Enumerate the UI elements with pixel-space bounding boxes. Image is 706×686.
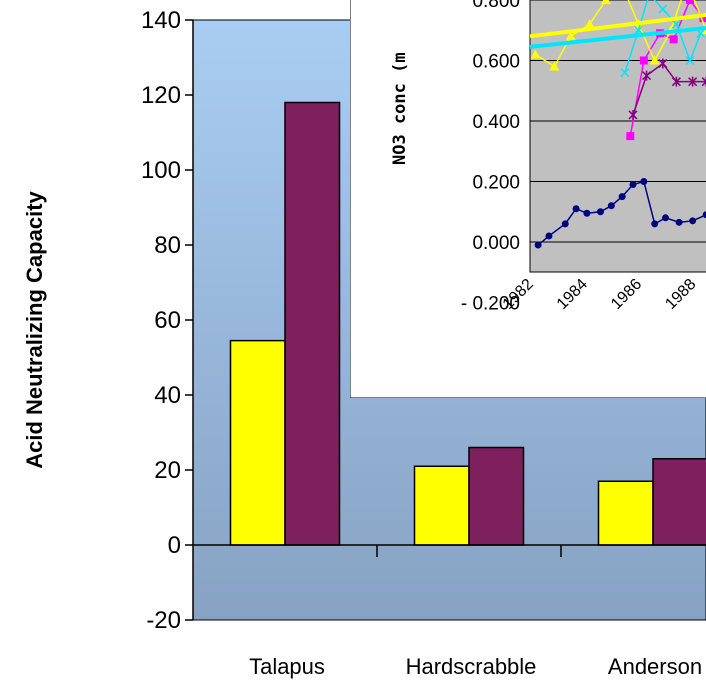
inset-trend-line: [529, 25, 706, 49]
inset-data-point: [689, 217, 697, 225]
main-y-tick-label: 60: [154, 307, 181, 334]
inset-y-tick-label: 0.400: [472, 112, 520, 133]
category-label: Talapus: [249, 654, 325, 679]
main-y-axis-label: Acid Neutralizing Capacity: [22, 190, 47, 468]
inset-data-point: [675, 218, 683, 226]
inset-data-point: [561, 220, 569, 228]
inset-y-tick-label: 0.800: [472, 0, 520, 12]
inset-data-point: [629, 181, 637, 189]
inset-data-point: [671, 76, 681, 87]
inset-data-point: [545, 232, 553, 240]
inset-data-point: [583, 209, 591, 217]
inset-data-point: [688, 76, 698, 87]
category-label: Anderson: [608, 654, 702, 679]
inset-data-point: [642, 70, 652, 81]
inset-data-point: [685, 55, 695, 66]
inset-y-tick-label: 0.000: [472, 233, 520, 254]
inset-data-point: [699, 14, 706, 23]
inset-data-point: [658, 4, 668, 14]
inset-data-point: [628, 109, 638, 120]
inset-data-point: [600, 0, 611, 4]
bar: [468, 446, 525, 546]
inset-data-point: [671, 19, 681, 29]
inset-data-point: [620, 68, 630, 78]
inset-y-tick-label: - 0.200: [461, 294, 520, 315]
inset-data-point: [565, 31, 576, 41]
bar: [284, 101, 341, 546]
inset-data-point: [658, 58, 668, 69]
inset-data-point: [662, 214, 670, 222]
inset-y-axis-label: NO3 conc (m: [390, 52, 410, 165]
inset-data-point: [596, 208, 604, 216]
inset-data-point: [530, 49, 541, 59]
inset-data-point: [701, 76, 706, 87]
main-y-tick-label: 40: [154, 382, 181, 409]
category-label: Hardscrabble: [406, 654, 537, 679]
main-y-tick-label: 120: [141, 82, 181, 109]
inset-data-point: [626, 132, 635, 141]
main-y-tick-label: 100: [141, 157, 181, 184]
inset-trend-line: [529, 12, 706, 39]
inset-data-point: [618, 193, 626, 201]
inset-data-point: [534, 241, 542, 249]
inset-data-point: [651, 220, 659, 228]
inset-data-point: [685, 0, 694, 4]
main-y-tick-label: 0: [168, 532, 181, 559]
inset-data-point: [549, 61, 560, 71]
main-y-tick-label: 80: [154, 232, 181, 259]
bar: [652, 458, 706, 546]
inset-data-point: [572, 205, 580, 213]
inset-data-point: [669, 35, 678, 44]
main-y-tick-label: 20: [154, 457, 181, 484]
inset-data-point: [702, 211, 706, 219]
main-y-tick-label: 140: [141, 7, 181, 34]
main-y-tick-label: -20: [146, 607, 181, 634]
inset-data-point: [584, 19, 595, 29]
bar: [229, 339, 286, 546]
bar: [597, 480, 654, 546]
inset-y-tick-label: 0.600: [472, 52, 520, 73]
bar: [413, 465, 470, 546]
inset-y-tick-label: 0.200: [472, 173, 520, 194]
inset-data-point: [649, 55, 660, 65]
inset-data-point: [633, 25, 643, 35]
inset-data-point: [640, 178, 648, 185]
inset-data-point: [607, 202, 615, 210]
inset-data-point: [639, 56, 648, 65]
